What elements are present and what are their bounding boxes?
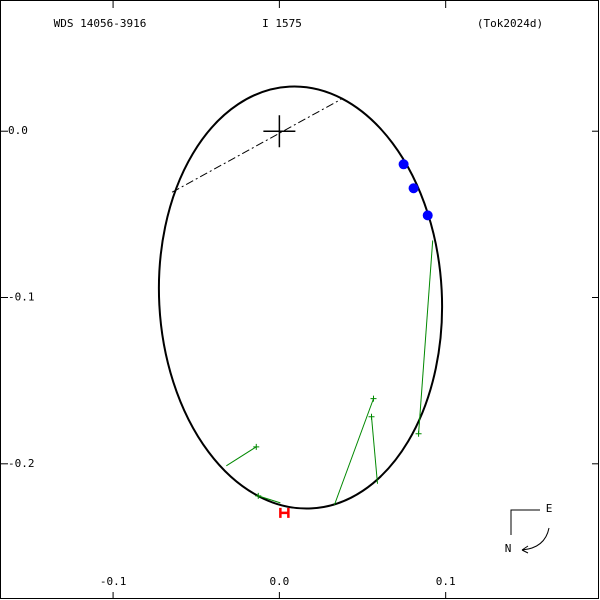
x-tick-label: 0.0 bbox=[269, 575, 289, 588]
residual bbox=[333, 398, 374, 506]
measure bbox=[253, 443, 260, 450]
measure bbox=[368, 413, 375, 420]
observation bbox=[408, 183, 419, 194]
compass-east: E bbox=[546, 502, 553, 515]
compass: E N bbox=[505, 502, 553, 555]
header-disc: I 1575 bbox=[262, 17, 302, 30]
residual bbox=[226, 446, 257, 467]
h-mark bbox=[279, 507, 290, 518]
y-tick-label: 0.0 bbox=[8, 124, 28, 137]
compass-north: N bbox=[505, 542, 512, 555]
measure bbox=[415, 430, 422, 437]
primary-star bbox=[263, 115, 296, 148]
measure bbox=[370, 395, 377, 402]
compass-arms bbox=[510, 509, 540, 535]
x-tick-label: -0.1 bbox=[100, 575, 127, 588]
observation bbox=[422, 210, 433, 221]
y-tick-label: -0.1 bbox=[8, 291, 35, 304]
residual bbox=[418, 240, 434, 434]
x-tick-label: 0.1 bbox=[436, 575, 456, 588]
observation bbox=[398, 159, 409, 170]
y-tick-label: -0.2 bbox=[8, 457, 35, 470]
header-ref: (Tok2024d) bbox=[477, 17, 543, 30]
residual bbox=[258, 495, 281, 504]
compass-arrow bbox=[521, 527, 550, 554]
residual bbox=[371, 416, 378, 484]
header-id: WDS 14056-3916 bbox=[54, 17, 147, 30]
measure bbox=[255, 492, 262, 499]
line-of-nodes bbox=[171, 98, 342, 193]
orbit bbox=[157, 85, 444, 510]
